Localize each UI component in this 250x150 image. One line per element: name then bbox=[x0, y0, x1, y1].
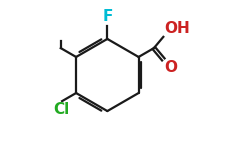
Text: OH: OH bbox=[164, 21, 190, 36]
Text: F: F bbox=[102, 9, 113, 24]
Text: O: O bbox=[164, 60, 177, 75]
Text: Cl: Cl bbox=[53, 102, 70, 117]
